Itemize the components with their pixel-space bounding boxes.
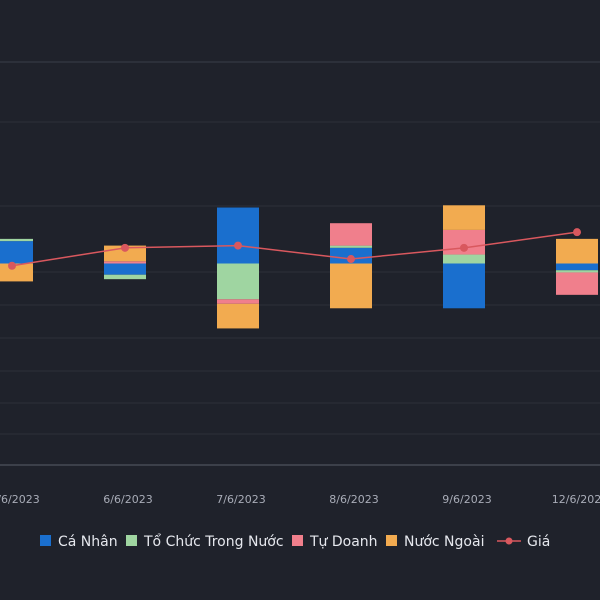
bar-segment[interactable] [104,261,146,264]
bar-segment[interactable] [217,303,259,329]
bar-segment[interactable] [443,205,485,230]
legend-label[interactable]: Tự Doanh [309,534,378,550]
legend-swatch [126,535,137,546]
bar-segment[interactable] [556,270,598,273]
bar-segment[interactable] [104,263,146,275]
x-tick-label: 7/6/2023 [216,493,265,506]
line-point[interactable] [121,243,129,252]
bar-segment[interactable] [217,299,259,304]
x-tick-label: 12/6/2023 [552,493,600,506]
bar-segment[interactable] [556,238,598,264]
bar-segment[interactable] [556,263,598,271]
legend-label[interactable]: Cá Nhân [58,534,118,550]
x-tick-label: 9/6/2023 [442,493,491,506]
x-tick-label: 6/6/2023 [103,493,152,506]
legend-label[interactable]: Nước Ngoài [404,534,484,550]
legend-swatch [40,535,51,546]
legend: Cá Nhân Tổ Chức Trong Nước Tự Doanh Nước Ng… [40,533,550,550]
legend-swatch [292,535,303,546]
legend-label[interactable]: Giá [527,534,550,550]
bar-segment[interactable] [330,263,372,309]
bar-segment[interactable] [104,274,146,280]
legend-label[interactable]: Tổ Chức Trong Nước [143,533,284,550]
bar-segment[interactable] [0,238,33,242]
line-point[interactable] [460,243,468,252]
legend-line-marker [505,537,513,545]
bar-segment[interactable] [217,207,259,264]
line-point[interactable] [573,228,581,237]
bar-segment[interactable] [0,241,33,264]
bar-segment[interactable] [556,272,598,295]
price-line [8,228,581,270]
grid-lines [0,61,600,466]
bar-segment[interactable] [0,263,33,282]
x-tick-label: 5/6/2023 [0,493,40,506]
x-tick-label: 8/6/2023 [329,493,378,506]
line-point[interactable] [8,261,16,270]
legend-swatch [386,535,397,546]
x-axis: 5/6/2023 6/6/2023 7/6/2023 8/6/2023 9/6/2023… [0,493,600,506]
bar-segment[interactable] [443,263,485,309]
bar-segment[interactable] [443,254,485,264]
line-point[interactable] [347,255,355,264]
bar-segment[interactable] [330,245,372,248]
bar-segment[interactable] [217,263,259,300]
bar-segment[interactable] [330,223,372,246]
bars [0,205,598,329]
line-point[interactable] [234,241,242,250]
line-series [11,231,578,267]
